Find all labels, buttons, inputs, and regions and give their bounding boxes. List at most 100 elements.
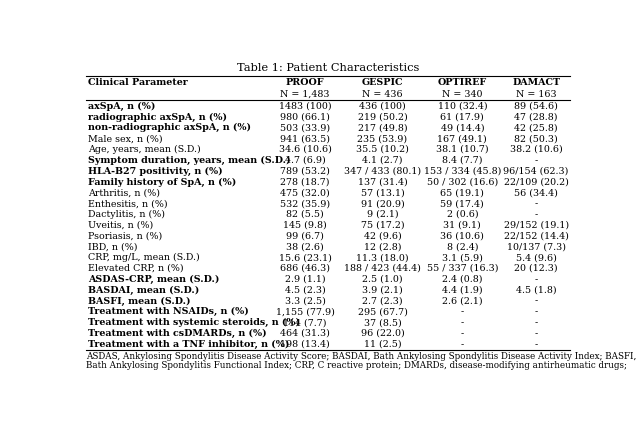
Text: BASDAI, mean (S.D.): BASDAI, mean (S.D.) <box>88 286 199 295</box>
Text: Enthesitis, n (%): Enthesitis, n (%) <box>88 199 168 208</box>
Text: Elevated CRP, n (%): Elevated CRP, n (%) <box>88 264 184 273</box>
Text: -: - <box>534 199 538 208</box>
Text: 99 (6.7): 99 (6.7) <box>286 231 324 241</box>
Text: BASFI, mean (S.D.): BASFI, mean (S.D.) <box>88 296 191 305</box>
Text: 10/137 (7.3): 10/137 (7.3) <box>507 242 566 251</box>
Text: 4.7 (6.9): 4.7 (6.9) <box>285 156 325 165</box>
Text: -: - <box>461 307 464 316</box>
Text: -: - <box>534 275 538 284</box>
Text: PROOF: PROOF <box>285 78 324 87</box>
Text: ASDAS, Ankylosing Spondylitis Disease Activity Score; BASDAI, Bath Ankylosing Sp: ASDAS, Ankylosing Spondylitis Disease Ac… <box>86 352 636 361</box>
Text: Treatment with NSAIDs, n (%): Treatment with NSAIDs, n (%) <box>88 307 249 317</box>
Text: 464 (31.3): 464 (31.3) <box>280 329 330 338</box>
Text: Psoriasis, n (%): Psoriasis, n (%) <box>88 231 162 241</box>
Text: 5.4 (9.6): 5.4 (9.6) <box>516 253 557 262</box>
Text: -: - <box>534 340 538 349</box>
Text: 36 (10.6): 36 (10.6) <box>440 231 484 241</box>
Text: HLA-B27 positivity, n (%): HLA-B27 positivity, n (%) <box>88 167 223 176</box>
Text: radiographic axSpA, n (%): radiographic axSpA, n (%) <box>88 112 227 121</box>
Text: 2.9 (1.1): 2.9 (1.1) <box>285 275 325 284</box>
Text: 42 (9.6): 42 (9.6) <box>364 231 401 241</box>
Text: 2.7 (2.3): 2.7 (2.3) <box>362 296 403 305</box>
Text: 167 (49.1): 167 (49.1) <box>438 134 487 143</box>
Text: 38 (2.6): 38 (2.6) <box>286 242 324 251</box>
Text: 96 (22.0): 96 (22.0) <box>360 329 404 338</box>
Text: 2.4 (0.8): 2.4 (0.8) <box>442 275 483 284</box>
Text: OPTIREF: OPTIREF <box>438 78 487 87</box>
Text: Bath Ankylosing Spondylitis Functional Index; CRP, C reactive protein; DMARDs, d: Bath Ankylosing Spondylitis Functional I… <box>86 361 627 370</box>
Text: ASDAS-CRP, mean (S.D.): ASDAS-CRP, mean (S.D.) <box>88 275 220 284</box>
Text: 35.5 (10.2): 35.5 (10.2) <box>356 145 409 154</box>
Text: 2.5 (1.0): 2.5 (1.0) <box>362 275 403 284</box>
Text: 1483 (100): 1483 (100) <box>278 102 332 111</box>
Text: -: - <box>534 296 538 305</box>
Text: 82 (5.5): 82 (5.5) <box>286 210 324 219</box>
Text: 532 (35.9): 532 (35.9) <box>280 199 330 208</box>
Text: 3.9 (2.1): 3.9 (2.1) <box>362 286 403 295</box>
Text: -: - <box>534 329 538 338</box>
Text: DAMACT: DAMACT <box>512 78 560 87</box>
Text: 91 (20.9): 91 (20.9) <box>360 199 404 208</box>
Text: 96/154 (62.3): 96/154 (62.3) <box>504 167 569 176</box>
Text: 137 (31.4): 137 (31.4) <box>358 177 407 187</box>
Text: 75 (17.2): 75 (17.2) <box>361 221 404 230</box>
Text: N = 163: N = 163 <box>516 90 556 99</box>
Text: -: - <box>461 340 464 349</box>
Text: -: - <box>534 210 538 219</box>
Text: Table 1: Patient Characteristics: Table 1: Patient Characteristics <box>237 63 419 72</box>
Text: Arthritis, n (%): Arthritis, n (%) <box>88 188 160 197</box>
Text: -: - <box>534 307 538 316</box>
Text: 55 / 337 (16.3): 55 / 337 (16.3) <box>427 264 498 273</box>
Text: 4.4 (1.9): 4.4 (1.9) <box>442 286 483 295</box>
Text: 38.1 (10.7): 38.1 (10.7) <box>436 145 489 154</box>
Text: Family history of SpA, n (%): Family history of SpA, n (%) <box>88 177 236 187</box>
Text: 59 (17.4): 59 (17.4) <box>440 199 484 208</box>
Text: 941 (63.5): 941 (63.5) <box>280 134 330 143</box>
Text: -: - <box>534 156 538 165</box>
Text: 3.3 (2.5): 3.3 (2.5) <box>285 296 326 305</box>
Text: 38.2 (10.6): 38.2 (10.6) <box>510 145 563 154</box>
Text: 198 (13.4): 198 (13.4) <box>280 340 330 349</box>
Text: 65 (19.1): 65 (19.1) <box>440 188 484 197</box>
Text: 686 (46.3): 686 (46.3) <box>280 264 330 273</box>
Text: 82 (50.3): 82 (50.3) <box>515 134 558 143</box>
Text: 347 / 433 (80.1): 347 / 433 (80.1) <box>344 167 421 176</box>
Text: 56 (34.4): 56 (34.4) <box>514 188 558 197</box>
Text: 2.6 (2.1): 2.6 (2.1) <box>442 296 483 305</box>
Text: 436 (100): 436 (100) <box>359 102 406 111</box>
Text: 37 (8.5): 37 (8.5) <box>364 318 401 327</box>
Text: 145 (9.8): 145 (9.8) <box>283 221 327 230</box>
Text: 49 (14.4): 49 (14.4) <box>440 123 484 132</box>
Text: Treatment with csDMARDs, n (%): Treatment with csDMARDs, n (%) <box>88 329 267 338</box>
Text: 9 (2.1): 9 (2.1) <box>367 210 398 219</box>
Text: 42 (25.8): 42 (25.8) <box>515 123 558 132</box>
Text: 153 / 334 (45.8): 153 / 334 (45.8) <box>424 167 501 176</box>
Text: 235 (53.9): 235 (53.9) <box>357 134 408 143</box>
Text: GESPIC: GESPIC <box>362 78 403 87</box>
Text: 4.5 (1.8): 4.5 (1.8) <box>516 286 556 295</box>
Text: 219 (50.2): 219 (50.2) <box>358 112 407 121</box>
Text: 789 (53.2): 789 (53.2) <box>280 167 330 176</box>
Text: 114 (7.7): 114 (7.7) <box>284 318 327 327</box>
Text: 4.5 (2.3): 4.5 (2.3) <box>285 286 325 295</box>
Text: 47 (28.8): 47 (28.8) <box>515 112 558 121</box>
Text: 22/109 (20.2): 22/109 (20.2) <box>504 177 568 187</box>
Text: -: - <box>461 329 464 338</box>
Text: Male sex, n (%): Male sex, n (%) <box>88 134 163 143</box>
Text: CRP, mg/L, mean (S.D.): CRP, mg/L, mean (S.D.) <box>88 253 200 262</box>
Text: 34.6 (10.6): 34.6 (10.6) <box>278 145 332 154</box>
Text: 217 (49.8): 217 (49.8) <box>358 123 407 132</box>
Text: 110 (32.4): 110 (32.4) <box>438 102 487 111</box>
Text: 8 (2.4): 8 (2.4) <box>447 242 478 251</box>
Text: Uveitis, n (%): Uveitis, n (%) <box>88 221 153 230</box>
Text: 61 (17.9): 61 (17.9) <box>440 112 484 121</box>
Text: Dactylitis, n (%): Dactylitis, n (%) <box>88 210 165 219</box>
Text: 188 / 423 (44.4): 188 / 423 (44.4) <box>344 264 421 273</box>
Text: 2 (0.6): 2 (0.6) <box>447 210 478 219</box>
Text: N = 1,483: N = 1,483 <box>280 90 330 99</box>
Text: N = 340: N = 340 <box>442 90 483 99</box>
Text: 11 (2.5): 11 (2.5) <box>364 340 401 349</box>
Text: 20 (12.3): 20 (12.3) <box>515 264 558 273</box>
Text: 503 (33.9): 503 (33.9) <box>280 123 330 132</box>
Text: Treatment with systemic steroids, n (%): Treatment with systemic steroids, n (%) <box>88 318 300 327</box>
